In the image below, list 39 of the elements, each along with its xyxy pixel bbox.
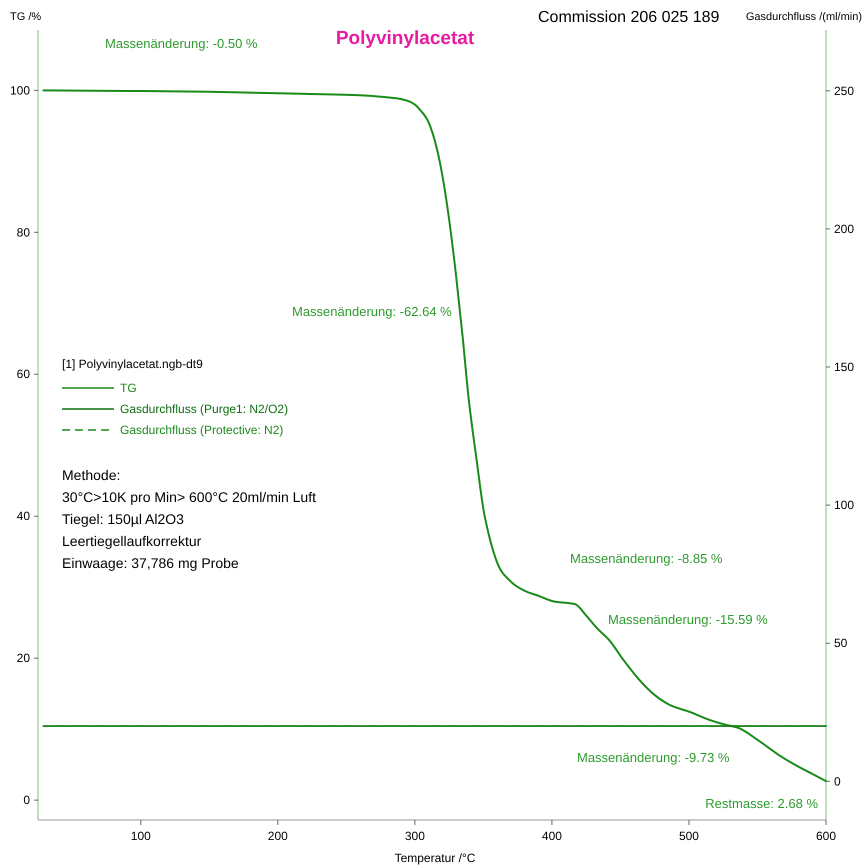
x-axis-title: Temperatur /°C — [394, 851, 476, 865]
legend-label: TG — [120, 381, 137, 395]
x-tick-label: 300 — [404, 829, 426, 843]
chart-title: Polyvinylacetat — [336, 28, 475, 49]
legend-label: Gasdurchfluss (Purge1: N2/O2) — [120, 402, 288, 416]
annotation: 30°C>10K pro Min> 600°C 20ml/min Luft — [62, 489, 316, 505]
y-tick-label: 60 — [16, 367, 30, 382]
y2-tick-label: 200 — [834, 222, 854, 236]
annotation: Methode: — [62, 467, 120, 483]
y2-tick-label: 0 — [834, 774, 841, 788]
y-tick-label: 40 — [16, 509, 30, 524]
y-tick-label: 20 — [16, 651, 30, 666]
legend-label: Gasdurchfluss (Protective: N2) — [120, 423, 284, 437]
legend-title: [1] Polyvinylacetat.ngb-dt9 — [62, 357, 204, 371]
annotation: Leertiegellaufkorrektur — [62, 533, 202, 549]
y2-tick-label: 50 — [834, 636, 848, 650]
y2-tick-label: 250 — [834, 84, 854, 98]
x-tick-label: 400 — [542, 829, 562, 843]
annotation: Massenänderung: -9.73 % — [577, 750, 730, 765]
annotation: Massenänderung: -15.59 % — [608, 612, 768, 627]
annotation: Massenänderung: -62.64 % — [292, 304, 452, 319]
x-tick-label: 600 — [816, 829, 836, 843]
y2-tick-label: 150 — [834, 360, 854, 374]
y2-tick-label: 100 — [834, 498, 854, 512]
x-tick-label: 500 — [678, 829, 700, 843]
text: Commission 206 025 189 — [538, 9, 720, 26]
annotation: Tiegel: 150µl Al2O3 — [62, 511, 184, 527]
y-tick-label: 100 — [10, 83, 30, 98]
y-tick-label: 80 — [16, 225, 30, 240]
y-axis-title: TG /% — [10, 11, 42, 23]
y-tick-label: 0 — [23, 793, 30, 808]
annotation: Restmasse: 2.68 % — [705, 796, 818, 811]
annotation: Massenänderung: -8.85 % — [570, 551, 723, 566]
x-tick-label: 200 — [268, 829, 288, 843]
y2-axis-title: Gasdurchfluss /(ml/min) — [746, 11, 862, 23]
line-series — [42, 89, 827, 782]
annotation: Einwaage: 37,786 mg Probe — [62, 555, 239, 571]
x-tick-label: 100 — [130, 829, 152, 843]
annotation: Massenänderung: -0.50 % — [105, 36, 258, 51]
